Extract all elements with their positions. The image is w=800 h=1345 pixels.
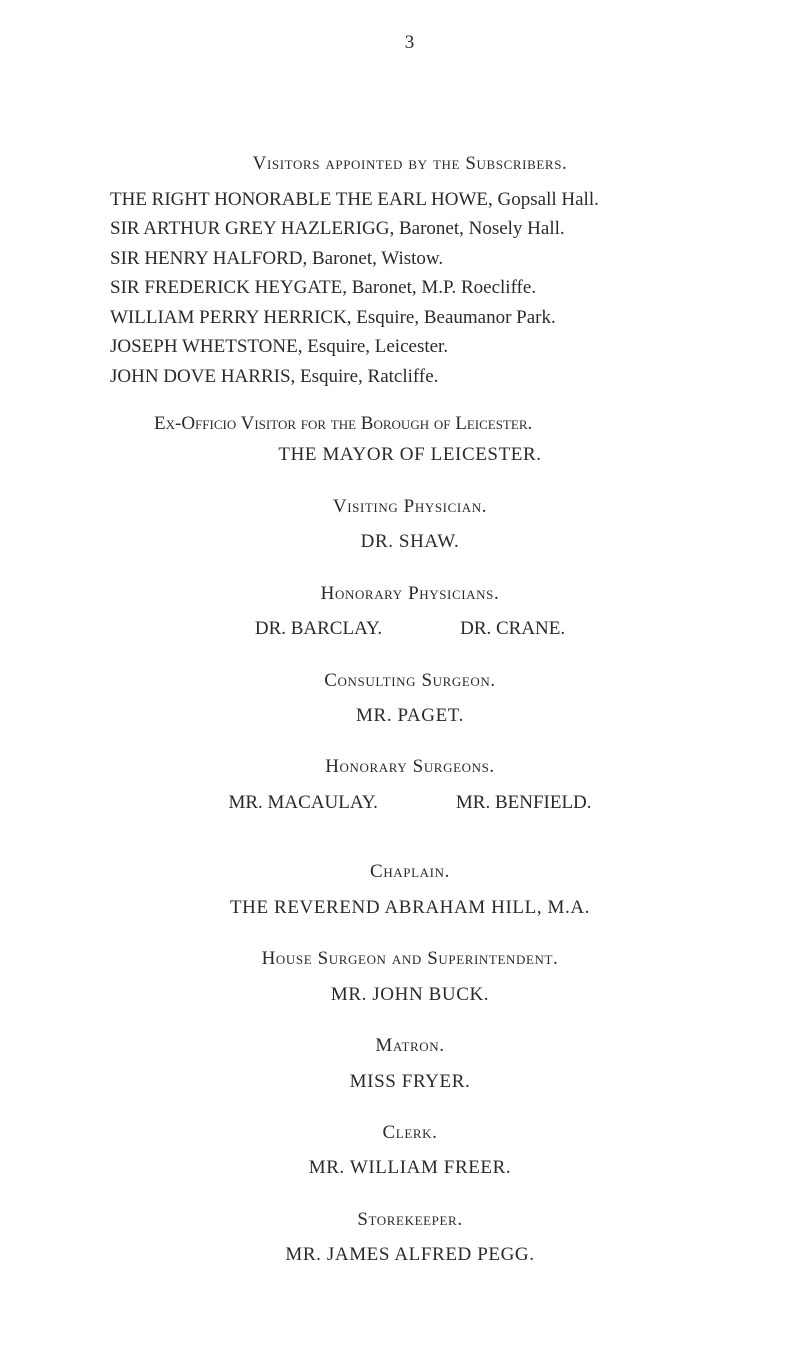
chaplain-name: THE REVEREND ABRAHAM HILL, M.A. xyxy=(110,893,710,922)
exofficio-name: THE MAYOR OF LEICESTER. xyxy=(110,440,710,469)
honorary-physician-left: DR. BARCLAY. xyxy=(255,614,382,643)
visitor-line: SIR FREDERICK HEYGATE, Baronet, M.P. Roe… xyxy=(110,273,710,302)
page-container: 3 Visitors appointed by the Subscribers.… xyxy=(0,0,800,1345)
page-number: 3 xyxy=(110,28,710,57)
clerk-heading: Clerk. xyxy=(110,1118,710,1147)
honorary-surgeon-left: MR. MACAULAY. xyxy=(228,788,377,817)
matron-heading: Matron. xyxy=(110,1031,710,1060)
visitor-line: SIR HENRY HALFORD, Baronet, Wistow. xyxy=(110,244,710,273)
visitor-line: THE RIGHT HONORABLE THE EARL HOWE, Gopsa… xyxy=(110,185,710,214)
house-surgeon-name: MR. JOHN BUCK. xyxy=(110,980,710,1009)
visitors-heading: Visitors appointed by the Subscribers. xyxy=(110,149,710,178)
consulting-surgeon-name: MR. PAGET. xyxy=(110,701,710,730)
honorary-physicians-heading: Honorary Physicians. xyxy=(110,579,710,608)
exofficio-heading: Ex-Officio Visitor for the Borough of Le… xyxy=(110,409,710,438)
clerk-name: MR. WILLIAM FREER. xyxy=(110,1153,710,1182)
visiting-physician-name: DR. SHAW. xyxy=(110,527,710,556)
storekeeper-heading: Storekeeper. xyxy=(110,1205,710,1234)
visiting-physician-heading: Visiting Physician. xyxy=(110,492,710,521)
visitor-line: WILLIAM PERRY HERRICK, Esquire, Beaumano… xyxy=(110,303,710,332)
honorary-surgeons-row: MR. MACAULAY. MR. BENFIELD. xyxy=(110,788,710,817)
matron-name: MISS FRYER. xyxy=(110,1067,710,1096)
honorary-surgeon-right: MR. BENFIELD. xyxy=(456,788,592,817)
chaplain-heading: Chaplain. xyxy=(110,857,710,886)
storekeeper-name: MR. JAMES ALFRED PEGG. xyxy=(110,1240,710,1269)
visitor-line: SIR ARTHUR GREY HAZLERIGG, Baronet, Nose… xyxy=(110,214,710,243)
consulting-surgeon-heading: Consulting Surgeon. xyxy=(110,666,710,695)
honorary-surgeons-heading: Honorary Surgeons. xyxy=(110,752,710,781)
honorary-physician-right: DR. CRANE. xyxy=(460,614,565,643)
visitor-line: JOHN DOVE HARRIS, Esquire, Ratcliffe. xyxy=(110,362,710,391)
house-surgeon-heading: House Surgeon and Superintendent. xyxy=(110,944,710,973)
honorary-physicians-row: DR. BARCLAY. DR. CRANE. xyxy=(110,614,710,643)
visitor-line: JOSEPH WHETSTONE, Esquire, Leicester. xyxy=(110,332,710,361)
